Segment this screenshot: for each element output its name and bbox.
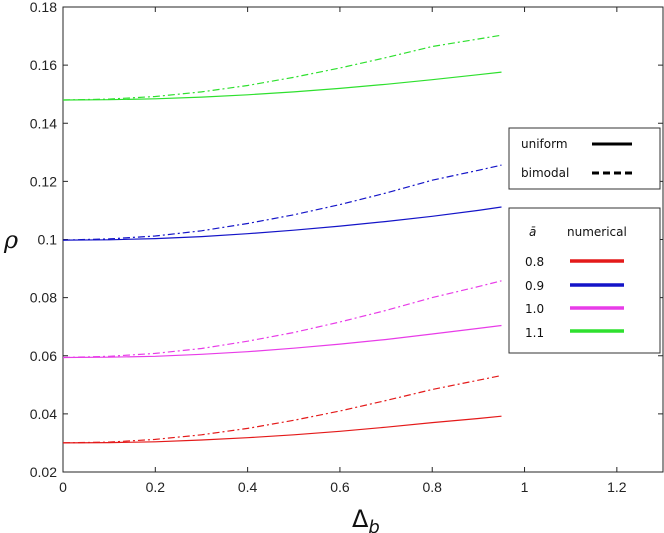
legend-entry-uniform-label: uniform xyxy=(521,137,568,151)
y-tick-label: 0.12 xyxy=(30,173,57,189)
series-line-1-1-bimodal xyxy=(62,34,502,101)
legend-header-symbol: ā xyxy=(529,225,536,239)
series-line-1-1-uniform xyxy=(62,71,502,101)
legend-colors-box xyxy=(508,207,661,354)
y-tick-label: 0.06 xyxy=(30,348,57,364)
x-tick-label: 0.6 xyxy=(330,479,350,495)
series-line-1-0-bimodal xyxy=(62,280,502,359)
y-tick-label: 0.18 xyxy=(30,0,57,15)
legend-line-style: uniform bimodal xyxy=(508,127,661,190)
legend-entry-1-1-label: 1.1 xyxy=(525,326,544,340)
legend-entry-bimodal-label: bimodal xyxy=(521,166,569,180)
legend-colors: ā numerical 0.8 0.9 1.0 1.1 xyxy=(508,207,661,354)
y-tick-label: 0.04 xyxy=(30,406,57,422)
series-line-0-8-uniform xyxy=(62,415,502,444)
series-line-0-9-bimodal xyxy=(62,164,502,241)
y-axis-ticks: 0.02 0.04 0.06 0.08 0.1 0.12 0.14 0.16 0.18 xyxy=(30,0,663,480)
legend-header-label: numerical xyxy=(567,225,627,239)
y-tick-label: 0.08 xyxy=(30,290,57,306)
series-line-1-0-uniform xyxy=(62,324,502,359)
series-line-0-8-bimodal xyxy=(62,374,502,444)
x-tick-label: 0.4 xyxy=(238,479,258,495)
y-tick-label: 0.1 xyxy=(38,232,58,248)
y-axis-title: ρ xyxy=(3,226,18,254)
series-lines xyxy=(62,34,502,444)
x-axis-title: Δb xyxy=(352,505,380,533)
legend-entry-1-0-label: 1.0 xyxy=(525,302,544,316)
x-tick-label: 1.2 xyxy=(607,479,627,495)
legend-entry-0-9-label: 0.9 xyxy=(525,279,544,293)
y-tick-label: 0.14 xyxy=(30,115,57,131)
legend-entry-0-8-label: 0.8 xyxy=(525,255,544,269)
x-tick-label: 0.2 xyxy=(146,479,166,495)
legend-line-style-box xyxy=(508,127,661,190)
x-tick-label: 1 xyxy=(521,479,529,495)
x-axis-title-main: Δ xyxy=(352,505,369,533)
y-tick-label: 0.16 xyxy=(30,57,57,73)
series-line-0-9-uniform xyxy=(62,206,502,241)
x-tick-label: 0 xyxy=(59,479,67,495)
x-tick-label: 0.8 xyxy=(422,479,442,495)
y-tick-label: 0.02 xyxy=(30,464,57,480)
x-axis-title-sub: b xyxy=(368,517,379,533)
x-axis-ticks: 0 0.2 0.4 0.6 0.8 1 1.2 xyxy=(59,7,627,495)
